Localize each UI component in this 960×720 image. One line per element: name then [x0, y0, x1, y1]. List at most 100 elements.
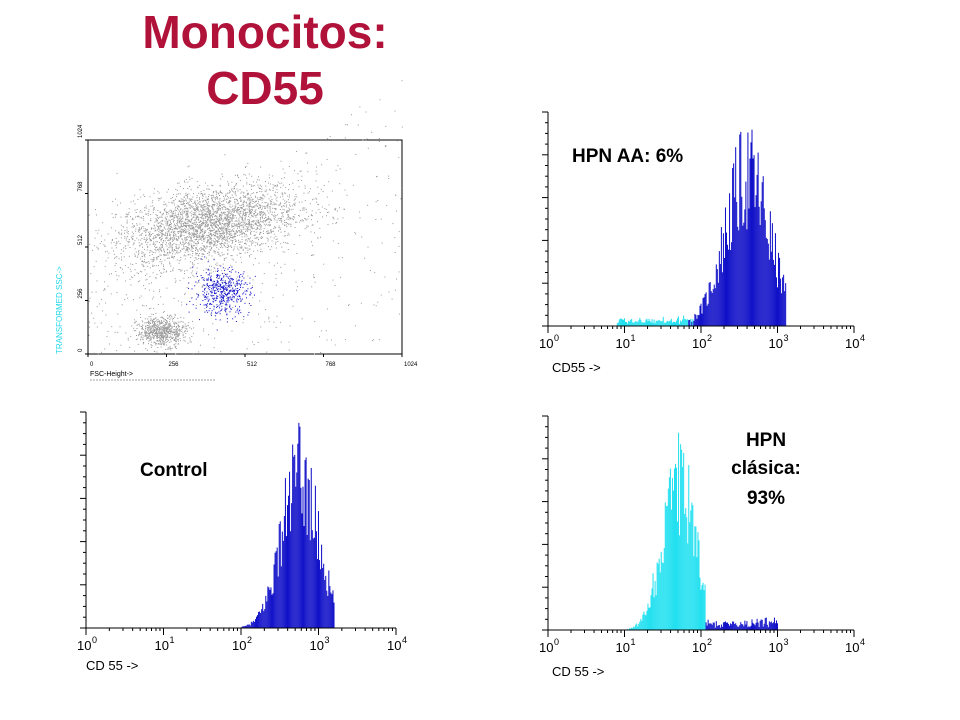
scatter-point — [268, 219, 270, 221]
scatter-point — [178, 334, 180, 336]
scatter-point — [195, 226, 197, 228]
scatter-point — [212, 200, 214, 202]
scatter-point — [246, 223, 248, 225]
scatter-point — [226, 305, 228, 307]
scatter-point — [252, 216, 254, 218]
scatter-point — [175, 245, 177, 247]
scatter-point — [195, 273, 197, 275]
scatter-point — [176, 335, 178, 337]
scatter-point — [201, 225, 203, 227]
scatter-point — [242, 220, 244, 222]
scatter-point — [200, 225, 202, 226]
scatter-point — [296, 221, 298, 223]
scatter-point — [281, 193, 283, 195]
scatter-point — [163, 234, 165, 236]
scatter-point — [279, 202, 281, 204]
scatter-point — [230, 209, 232, 211]
scatter-point — [229, 222, 231, 223]
scatter-point — [219, 215, 221, 217]
scatter-point — [242, 232, 244, 234]
scatter-point — [160, 323, 162, 324]
scatter-point — [274, 194, 276, 196]
scatter-point — [165, 243, 167, 245]
scatter-point — [231, 330, 233, 332]
scatter-point — [154, 350, 156, 352]
scatter-point — [255, 214, 257, 216]
scatter-point — [159, 230, 161, 231]
scatter-point — [191, 210, 193, 212]
scatter-point — [223, 289, 224, 291]
histogram-bar — [707, 303, 709, 326]
scatter-point — [224, 206, 226, 208]
scatter-point — [172, 232, 174, 234]
scatter-point — [229, 291, 231, 293]
scatter-point — [217, 285, 219, 287]
scatter-point — [115, 198, 116, 200]
histogram-bar — [687, 319, 689, 326]
scatter-point — [298, 201, 300, 203]
histogram-bar — [711, 293, 713, 326]
scatter-point — [216, 192, 218, 194]
scatter-point — [169, 337, 171, 338]
scatter-point — [218, 203, 220, 205]
scatter-point — [223, 300, 225, 302]
scatter-point — [240, 285, 242, 287]
scatter-point — [239, 204, 241, 206]
scatter-point — [180, 270, 182, 272]
scatter-point — [388, 291, 390, 293]
scatter-point — [245, 213, 247, 215]
scatter-point — [162, 337, 164, 339]
scatter-point — [251, 244, 252, 246]
scatter-point — [218, 229, 219, 230]
scatter-point — [238, 272, 240, 274]
scatter-point — [228, 285, 230, 287]
scatter-point — [337, 242, 339, 244]
scatter-point — [288, 210, 290, 212]
scatter-point — [150, 331, 152, 333]
scatter-point — [96, 280, 98, 282]
scatter-point — [237, 206, 239, 208]
scatter-point — [162, 244, 163, 246]
scatter-point — [221, 192, 223, 194]
scatter-point — [220, 192, 222, 193]
scatter-point — [161, 220, 163, 222]
histogram-bar — [620, 318, 622, 326]
scatter-point — [153, 338, 155, 340]
scatter-point — [195, 248, 197, 250]
scatter-point — [209, 229, 211, 231]
scatter-point — [223, 236, 225, 237]
scatter-point — [199, 226, 201, 228]
scatter-point — [228, 282, 230, 283]
scatter-point — [155, 329, 157, 330]
scatter-point — [139, 228, 141, 230]
scatter-point — [375, 201, 377, 203]
scatter-point — [167, 336, 169, 338]
scatter-point — [260, 228, 262, 230]
histogram-bar — [712, 289, 714, 326]
scatter-point — [364, 257, 366, 259]
scatter-point — [139, 245, 141, 247]
scatter-point — [207, 239, 209, 240]
histogram-bar — [691, 321, 693, 326]
scatter-point — [228, 298, 230, 300]
histogram-bar — [639, 317, 641, 326]
scatter-point — [156, 329, 158, 331]
histogram-bar — [688, 320, 690, 326]
scatter-point — [240, 197, 241, 199]
scatter-point — [398, 156, 400, 158]
scatter-point — [167, 212, 168, 214]
scatter-point — [248, 238, 250, 240]
histogram-bar — [671, 322, 673, 326]
scatter-point — [214, 225, 216, 226]
scatter-point — [158, 226, 160, 228]
scatter-point — [181, 331, 183, 332]
scatter-point — [136, 338, 138, 340]
scatter-point — [206, 305, 208, 307]
scatter-point — [160, 328, 162, 330]
scatter-point — [225, 228, 227, 230]
scatter-point — [289, 217, 290, 219]
scatter-point — [380, 218, 382, 220]
scatter-point — [219, 224, 221, 225]
scatter-point — [198, 202, 199, 204]
scatter-point — [215, 190, 217, 192]
